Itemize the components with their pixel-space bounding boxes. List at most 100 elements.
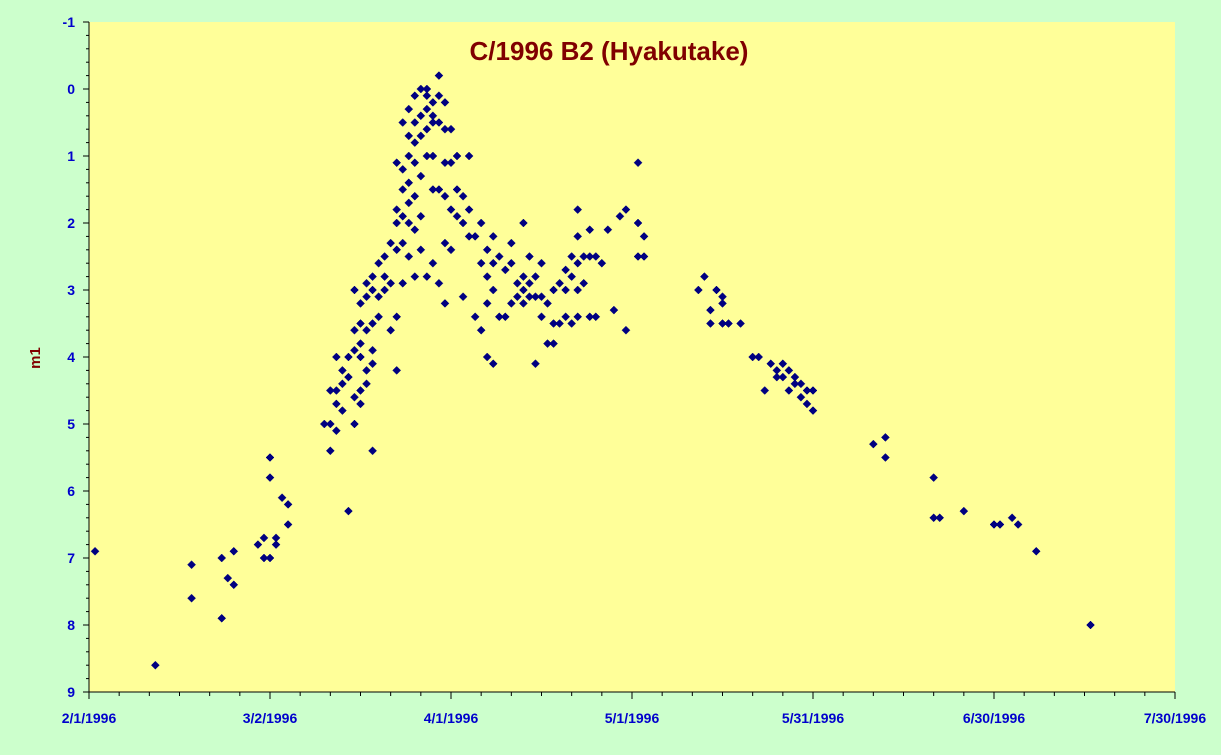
data-point <box>555 319 564 328</box>
data-point <box>935 513 945 523</box>
data-point <box>476 218 486 228</box>
data-point <box>356 339 365 348</box>
plot-area <box>89 22 1175 692</box>
x-tick-label: 5/31/1996 <box>782 710 844 726</box>
data-point <box>633 158 643 168</box>
data-point <box>356 352 365 362</box>
data-point <box>404 131 414 141</box>
data-point <box>573 258 583 268</box>
data-point <box>434 118 444 127</box>
data-point <box>609 305 619 315</box>
data-point <box>591 252 601 261</box>
data-point <box>265 453 275 462</box>
data-point <box>718 299 727 308</box>
data-point <box>265 553 275 563</box>
data-point <box>452 151 462 161</box>
data-point <box>404 252 414 261</box>
data-point <box>513 292 522 302</box>
data-point <box>223 573 233 583</box>
x-tick-label: 6/30/1996 <box>963 710 1025 726</box>
data-point <box>422 272 432 281</box>
data-point <box>621 325 631 335</box>
data-point <box>187 593 196 603</box>
data-point <box>446 205 456 214</box>
data-point <box>555 278 564 288</box>
y-tick-label: 2 <box>67 215 75 231</box>
data-point <box>446 158 456 168</box>
data-point <box>440 299 450 308</box>
data-point <box>259 533 269 543</box>
data-point <box>531 292 540 302</box>
data-point <box>736 319 745 328</box>
data-point <box>706 305 715 315</box>
y-tick-label: -1 <box>63 14 76 30</box>
data-point <box>591 312 601 322</box>
data-point <box>525 292 534 302</box>
data-point <box>229 580 239 590</box>
data-point <box>531 272 540 281</box>
data-point <box>410 272 420 281</box>
data-point <box>398 211 408 221</box>
data-point <box>404 151 414 161</box>
data-point <box>416 131 426 141</box>
data-point <box>573 205 583 214</box>
data-point <box>434 91 444 101</box>
data-point <box>410 225 420 235</box>
x-tick-label: 4/1/1996 <box>424 710 479 726</box>
data-point <box>452 211 462 221</box>
data-point <box>386 238 396 248</box>
data-point <box>458 292 468 302</box>
data-point <box>332 426 341 436</box>
data-point <box>440 158 450 168</box>
data-point <box>585 252 595 261</box>
data-point <box>500 265 510 275</box>
data-point <box>410 118 420 127</box>
data-point <box>796 379 806 389</box>
data-point <box>416 111 426 121</box>
data-point <box>217 613 227 623</box>
data-point <box>398 165 408 174</box>
data-point <box>392 312 402 322</box>
data-point <box>567 272 577 281</box>
data-point <box>519 272 528 281</box>
data-point <box>458 218 468 228</box>
data-point <box>362 292 371 302</box>
data-point <box>410 138 420 147</box>
data-point <box>537 258 546 268</box>
data-point <box>362 325 371 335</box>
data-point <box>416 84 426 94</box>
data-point <box>537 312 546 322</box>
data-point <box>404 218 414 228</box>
data-point <box>386 325 396 335</box>
data-point <box>494 312 504 322</box>
data-point <box>519 285 528 295</box>
data-point <box>748 352 758 362</box>
data-point <box>585 312 595 322</box>
y-axis-label: m1 <box>27 347 44 369</box>
data-point <box>350 285 359 295</box>
data-point <box>585 225 595 235</box>
data-point <box>416 171 426 181</box>
data-point <box>362 379 371 389</box>
data-point <box>428 98 438 107</box>
data-point <box>332 399 341 409</box>
data-point <box>724 319 733 328</box>
data-point <box>434 71 444 80</box>
data-point <box>386 278 396 288</box>
data-point <box>712 285 721 295</box>
data-point <box>428 118 438 127</box>
data-point <box>796 392 806 402</box>
data-point <box>772 372 782 382</box>
data-point <box>265 473 275 482</box>
data-point <box>573 232 583 241</box>
data-point <box>567 252 577 261</box>
chart-title: C/1996 B2 (Hyakutake) <box>470 36 749 66</box>
data-point <box>537 292 546 302</box>
data-point <box>881 453 890 462</box>
data-point <box>332 352 341 362</box>
data-point <box>434 185 444 194</box>
data-point <box>392 245 402 255</box>
data-point <box>90 546 100 556</box>
data-point <box>229 546 239 556</box>
